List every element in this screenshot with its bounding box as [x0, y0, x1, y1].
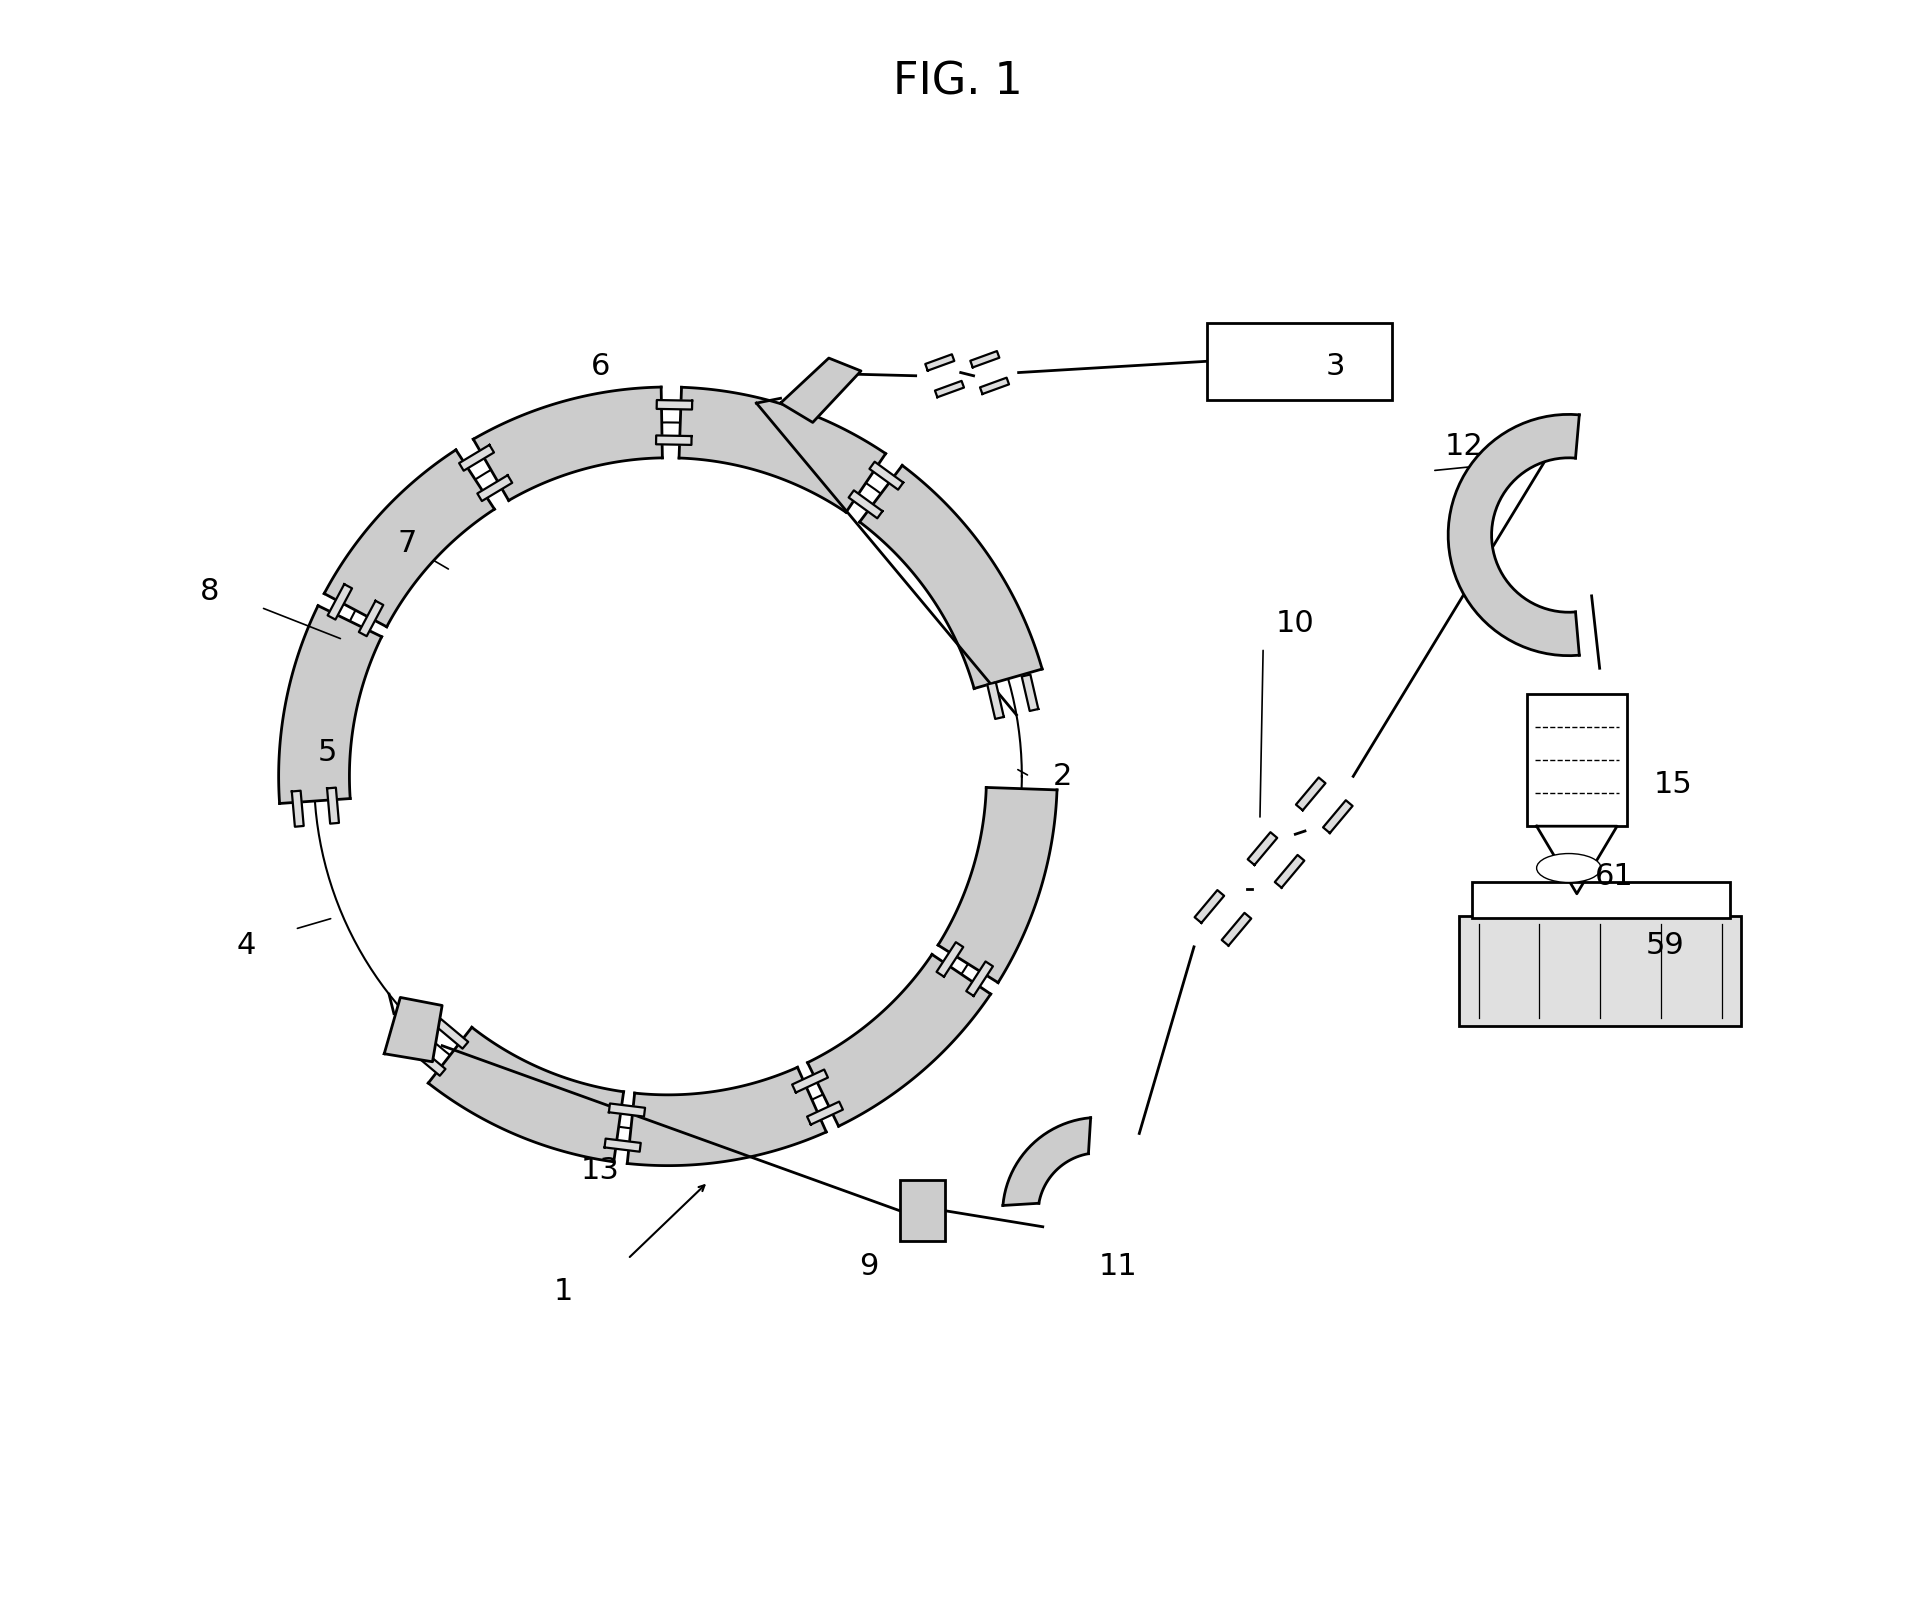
Polygon shape: [859, 466, 1041, 689]
Polygon shape: [1248, 833, 1277, 865]
Polygon shape: [473, 386, 662, 501]
Bar: [1472, 883, 1728, 918]
Polygon shape: [934, 382, 963, 398]
Text: FIG. 1: FIG. 1: [892, 60, 1022, 103]
Polygon shape: [657, 435, 691, 445]
Polygon shape: [679, 386, 884, 513]
Polygon shape: [1194, 889, 1223, 923]
Polygon shape: [781, 357, 861, 422]
Bar: [1458, 917, 1740, 1025]
Text: 10: 10: [1275, 610, 1315, 639]
Text: 61: 61: [1594, 862, 1633, 891]
Polygon shape: [434, 1019, 469, 1049]
Polygon shape: [279, 606, 381, 804]
Polygon shape: [924, 354, 953, 370]
Polygon shape: [988, 682, 1003, 720]
Polygon shape: [970, 351, 999, 367]
Text: 13: 13: [580, 1156, 620, 1185]
Text: 4: 4: [237, 931, 256, 960]
Polygon shape: [327, 584, 352, 619]
Polygon shape: [628, 1067, 825, 1166]
Text: 9: 9: [859, 1253, 879, 1281]
Text: 3: 3: [1324, 351, 1344, 380]
Text: 6: 6: [590, 351, 611, 380]
Polygon shape: [605, 1138, 641, 1151]
Polygon shape: [869, 462, 903, 490]
Polygon shape: [1296, 778, 1324, 810]
Polygon shape: [808, 954, 990, 1125]
Polygon shape: [806, 1101, 842, 1124]
Polygon shape: [657, 399, 691, 409]
Text: 8: 8: [199, 577, 218, 606]
Polygon shape: [1447, 414, 1579, 655]
Text: 2: 2: [1053, 762, 1072, 791]
Polygon shape: [1022, 674, 1037, 711]
Polygon shape: [1323, 800, 1351, 833]
Polygon shape: [936, 943, 963, 977]
Polygon shape: [412, 1046, 446, 1075]
Polygon shape: [477, 475, 511, 501]
Text: 5: 5: [318, 737, 337, 766]
Polygon shape: [291, 791, 304, 826]
Polygon shape: [1003, 1117, 1091, 1205]
Polygon shape: [429, 1027, 624, 1163]
Polygon shape: [938, 787, 1057, 983]
Polygon shape: [1275, 855, 1303, 888]
Polygon shape: [385, 998, 442, 1062]
Ellipse shape: [1535, 854, 1600, 883]
Bar: [1525, 694, 1625, 826]
Bar: [1206, 323, 1391, 399]
Text: 59: 59: [1644, 931, 1684, 960]
Polygon shape: [980, 378, 1009, 395]
Text: 11: 11: [1099, 1253, 1137, 1281]
Polygon shape: [459, 445, 494, 471]
Polygon shape: [323, 450, 494, 627]
Text: 7: 7: [398, 529, 417, 558]
Polygon shape: [358, 602, 383, 635]
Polygon shape: [792, 1069, 827, 1093]
Text: 12: 12: [1443, 432, 1483, 461]
Polygon shape: [1535, 826, 1615, 894]
Polygon shape: [1221, 914, 1250, 946]
Text: 15: 15: [1654, 770, 1692, 799]
Bar: [900, 1180, 944, 1242]
Text: 1: 1: [553, 1276, 572, 1305]
Polygon shape: [967, 962, 993, 996]
Polygon shape: [609, 1103, 645, 1117]
Polygon shape: [327, 787, 339, 823]
Polygon shape: [848, 490, 882, 519]
